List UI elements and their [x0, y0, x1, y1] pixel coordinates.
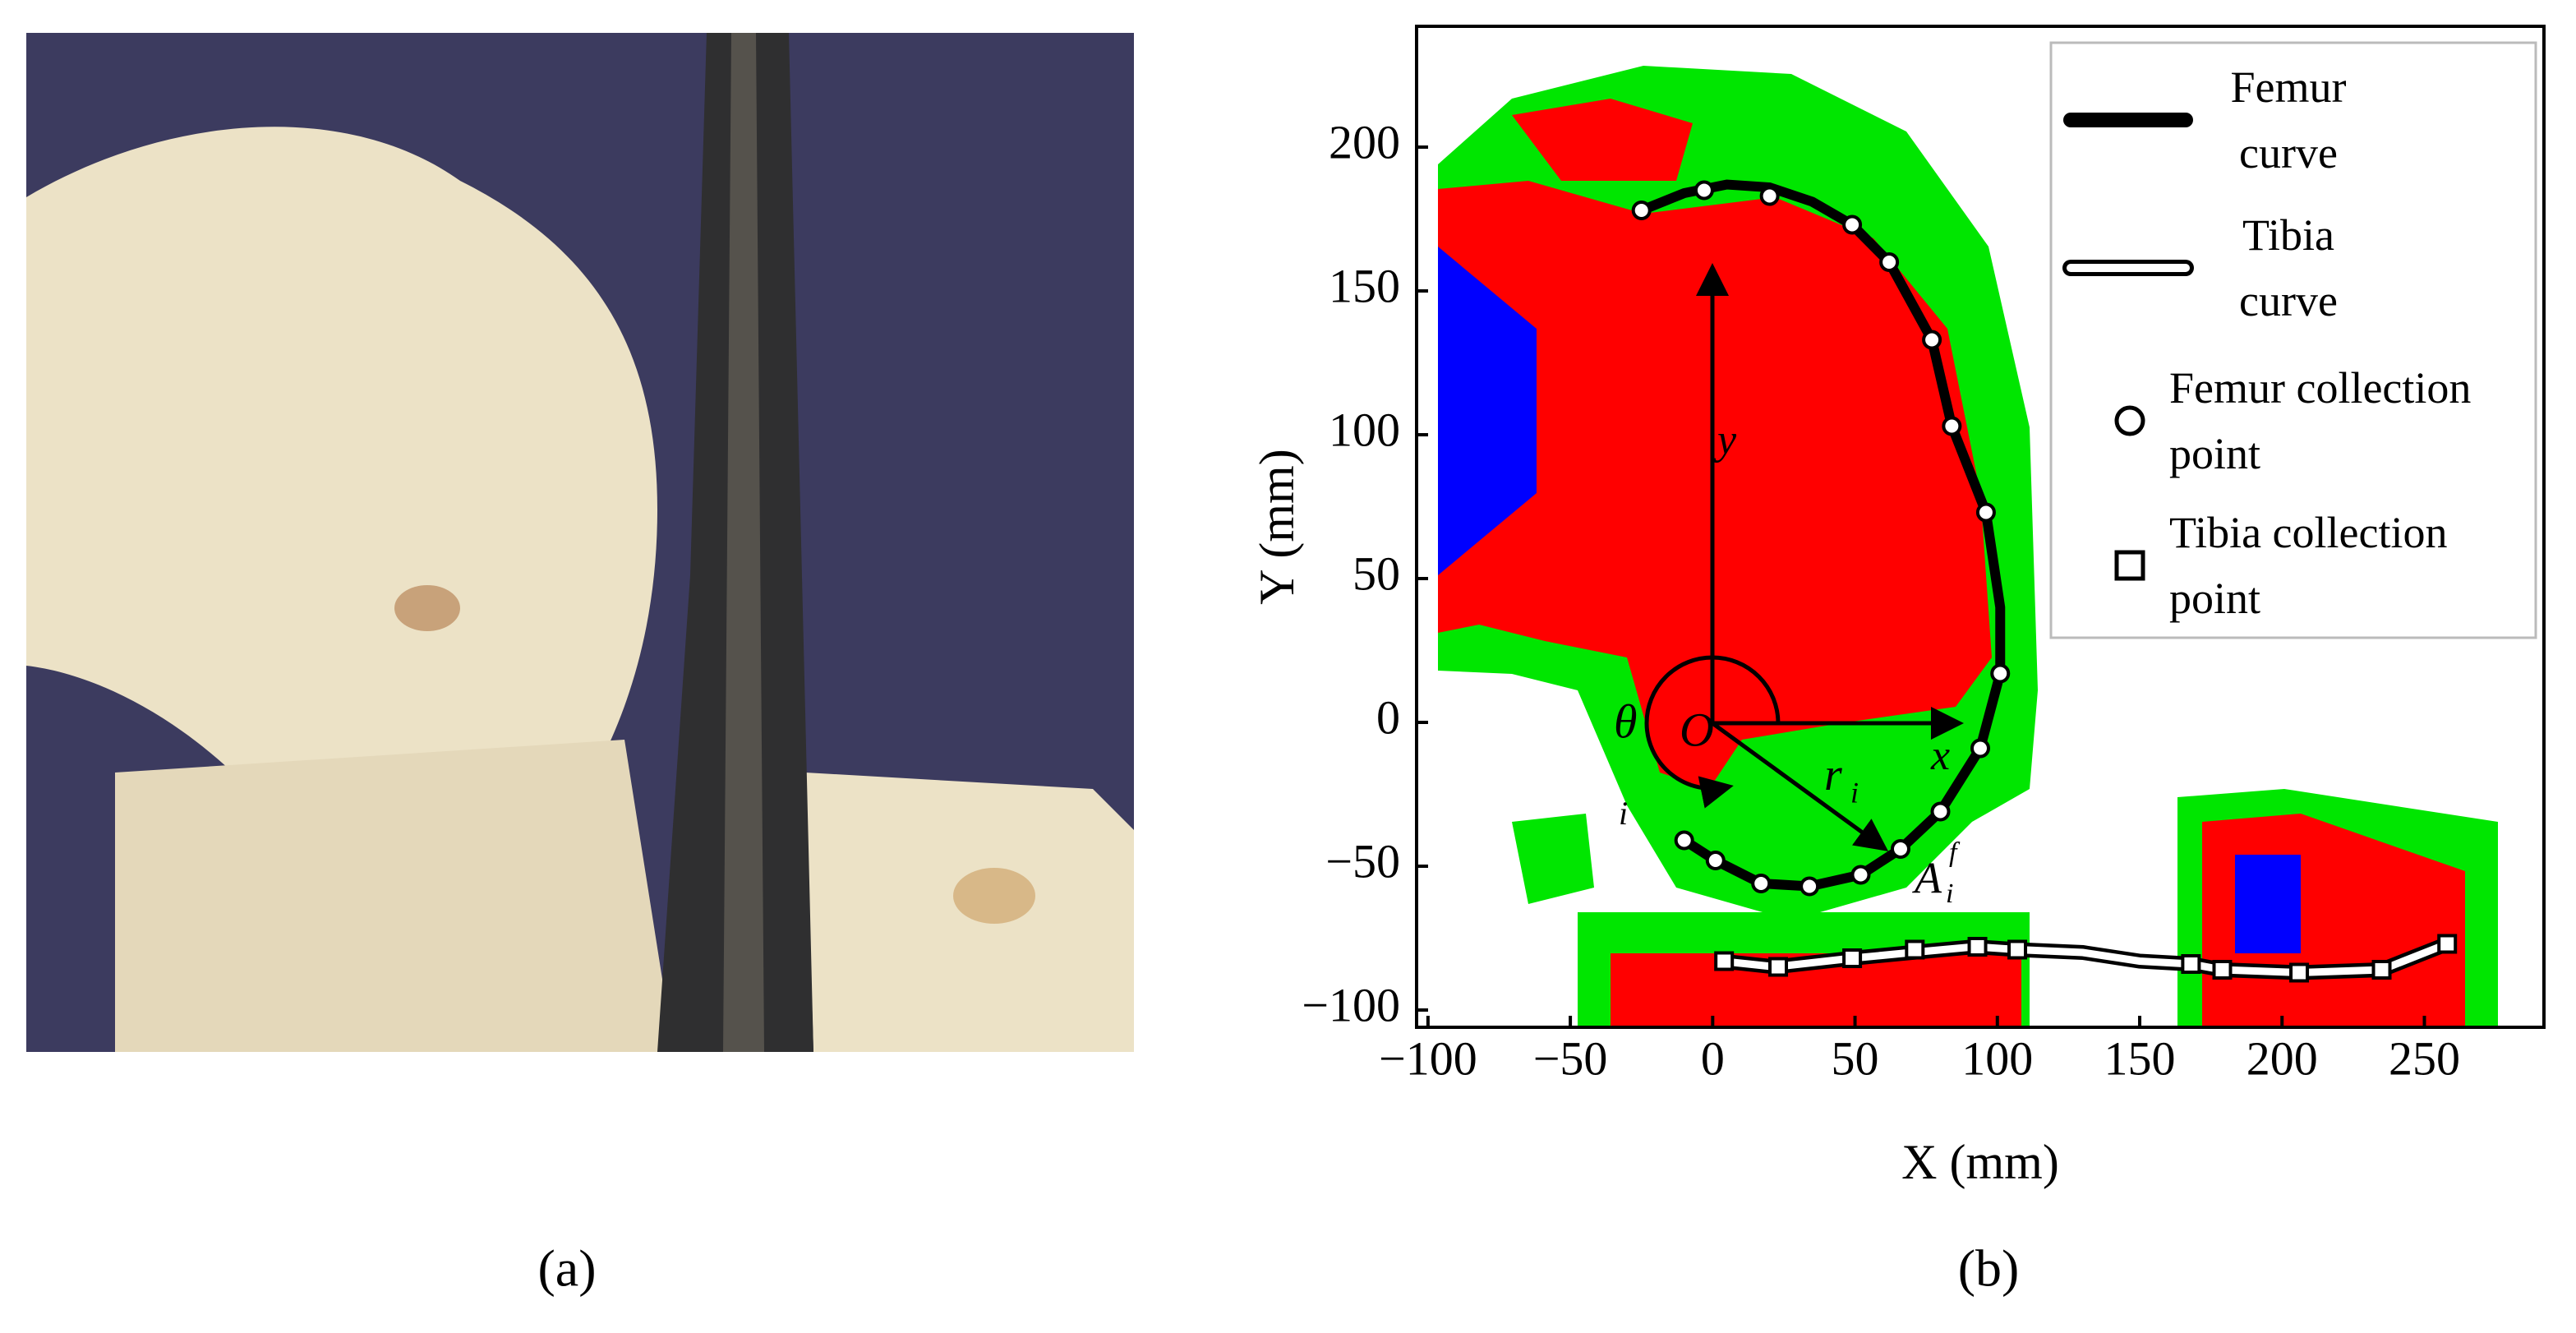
- y-tick-label: 100: [1329, 403, 1400, 456]
- y-tick-label: 50: [1353, 547, 1400, 600]
- x-tick-label: 0: [1701, 1031, 1725, 1085]
- annotation: f: [1949, 837, 1961, 868]
- legend-swatch: [2114, 405, 2145, 436]
- point: [2371, 960, 2392, 980]
- point: [2007, 939, 2028, 960]
- point: [2181, 954, 2201, 974]
- annotation: O: [1680, 703, 1714, 756]
- legend-swatch: [2114, 550, 2145, 581]
- x-tick-label: 250: [2389, 1031, 2460, 1085]
- point: [2437, 934, 2458, 954]
- point: [1674, 830, 1694, 851]
- legend-label: Tibia collection point: [2169, 508, 2448, 623]
- point: [2289, 962, 2310, 983]
- annotation: A: [1912, 853, 1942, 902]
- x-axis-label: X (mm): [1901, 1135, 2059, 1189]
- point: [1975, 502, 1996, 523]
- y-tick-label: −50: [1325, 834, 1400, 888]
- y-tick-label: −100: [1302, 978, 1400, 1031]
- point: [2212, 960, 2233, 980]
- femur-photo: [26, 127, 657, 904]
- local-frame: [1644, 263, 1964, 851]
- point: [1714, 951, 1735, 971]
- point: [1842, 214, 1863, 235]
- point: [1970, 738, 1990, 759]
- annotation: y: [1713, 417, 1737, 464]
- x-tick-label: 150: [2104, 1031, 2176, 1085]
- x-tick-label: −50: [1533, 1031, 1608, 1085]
- panel-label: (b): [1958, 1239, 2020, 1298]
- legend-box: [2049, 41, 2537, 639]
- point: [1990, 663, 2011, 684]
- annotation: i: [1850, 776, 1859, 809]
- x-tick-label: 200: [2247, 1031, 2318, 1085]
- rod-highlight: [723, 33, 764, 1052]
- legend-label: Tibia curve: [2239, 210, 2338, 325]
- annotation: x: [1930, 732, 1950, 779]
- y-tick-label: 200: [1329, 115, 1400, 168]
- point: [1768, 957, 1789, 977]
- x-tick-label: −100: [1379, 1031, 1477, 1085]
- point: [1905, 939, 1925, 960]
- x-tick-label: 100: [1961, 1031, 2033, 1085]
- contour-red: [1611, 953, 2021, 1027]
- point: [1631, 201, 1652, 220]
- contour-blue: [2235, 855, 2301, 953]
- annotation: θ: [1614, 694, 1638, 748]
- y-axis-label: Y (mm): [1250, 449, 1304, 604]
- annotation: i: [1946, 879, 1953, 909]
- annotation: i: [1619, 795, 1628, 832]
- point: [1759, 186, 1780, 206]
- point: [1942, 416, 1962, 436]
- point: [1705, 851, 1726, 870]
- point: [1800, 876, 1820, 897]
- panel-label: (a): [537, 1239, 596, 1298]
- y-tick-label: 150: [1329, 259, 1400, 312]
- angle-arc: [1644, 655, 1781, 809]
- photo-spot: [953, 868, 1035, 924]
- point: [1850, 865, 1871, 885]
- photo-spot: [394, 585, 460, 631]
- contour-red: [1438, 181, 1992, 789]
- arrow: [1711, 721, 1889, 851]
- contour-red: [1512, 99, 1693, 181]
- point: [1694, 180, 1714, 201]
- contour-green: [1512, 814, 1594, 904]
- contour-blue: [1438, 247, 1537, 575]
- plot-frame: [1415, 25, 2546, 1029]
- y-tick-label: 0: [1376, 690, 1400, 744]
- legend-label: Femur curve: [2230, 62, 2347, 178]
- point: [1842, 948, 1863, 968]
- tibia-photo: [115, 740, 674, 1052]
- point: [1967, 937, 1988, 957]
- x-tick-label: 50: [1832, 1031, 1879, 1085]
- point: [1879, 252, 1900, 272]
- contour-map: [1438, 66, 2498, 1027]
- point: [1930, 801, 1951, 822]
- point: [1922, 330, 1942, 350]
- point: [1890, 839, 1910, 859]
- point: [1751, 874, 1772, 893]
- legend-label: Femur collection point: [2169, 363, 2472, 478]
- annotation: r: [1824, 750, 1842, 800]
